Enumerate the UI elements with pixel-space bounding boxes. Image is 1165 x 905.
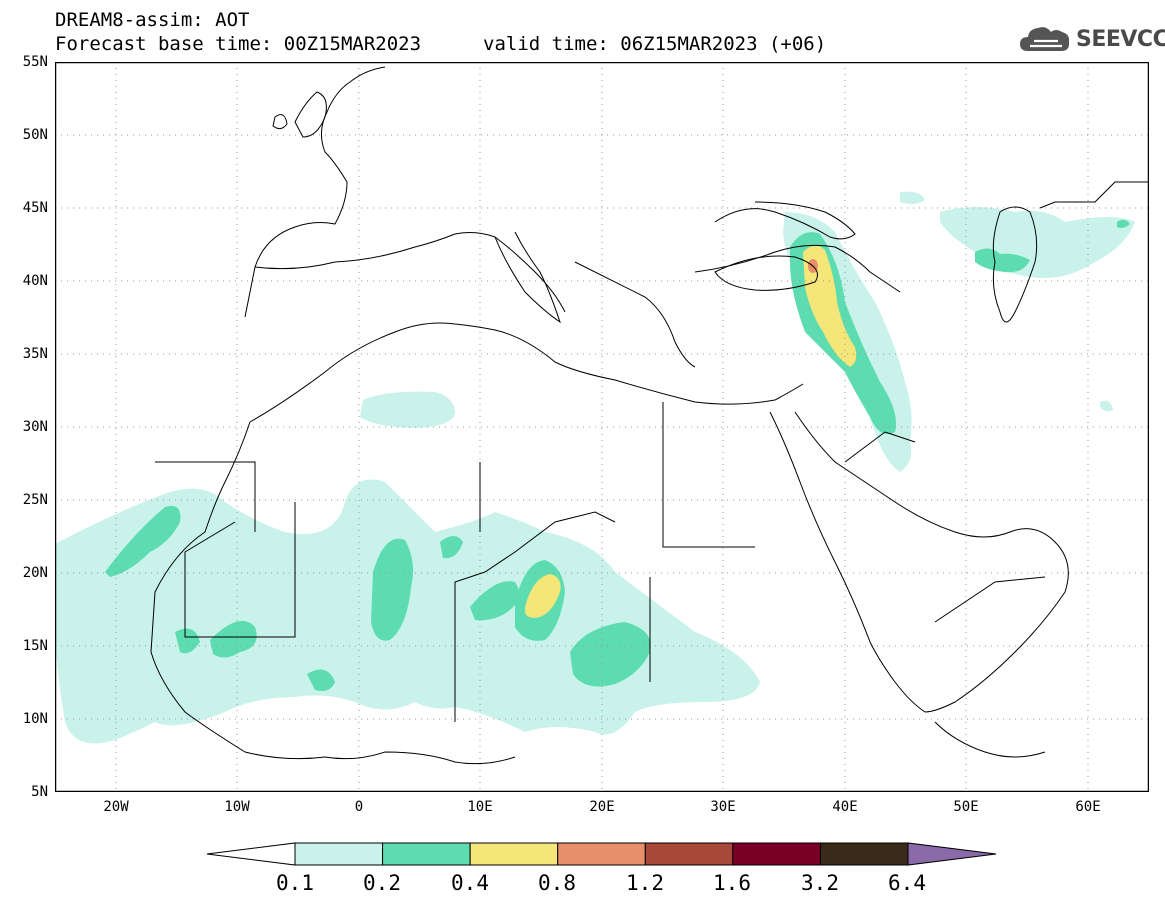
colorbar-low-arrow (206, 842, 296, 866)
colorbar-label: 3.2 (801, 871, 839, 895)
lon-label: 30E (710, 799, 736, 815)
lon-label: 60E (1075, 799, 1101, 815)
colorbar-label: 1.2 (626, 871, 664, 895)
colorbar-label: 0.8 (538, 871, 576, 895)
lon-label: 10W (224, 799, 250, 815)
lon-label: 10E (467, 799, 493, 815)
colorbar (206, 842, 997, 866)
cloud-icon (1020, 27, 1070, 51)
aot-shading (55, 191, 1135, 744)
colorbar-boxes (294, 842, 909, 866)
colorbar-box (819, 842, 909, 866)
map-frame (55, 62, 1149, 792)
lat-label: 55N (22, 54, 48, 70)
colorbar-box (644, 842, 734, 866)
colorbar-box (732, 842, 821, 866)
lon-label: 50E (953, 799, 979, 815)
lat-label: 20N (22, 565, 48, 581)
colorbar-box (469, 842, 559, 866)
colorbar-label: 1.6 (713, 871, 751, 895)
lat-label: 45N (22, 200, 48, 216)
colorbar-box (382, 842, 471, 866)
colorbar-high-arrow (907, 842, 997, 866)
colorbar-box (294, 842, 384, 866)
colorbar-label: 0.2 (363, 871, 401, 895)
colorbar-label: 0.1 (276, 871, 314, 895)
lat-label: 30N (22, 419, 48, 435)
map-panel (55, 62, 1149, 792)
map-title: DREAM8-assim: AOT (55, 9, 250, 31)
valid-time: valid time: 06Z15MAR2023 (+06) (483, 33, 827, 55)
lat-label: 35N (22, 346, 48, 362)
colorbar-label: 0.4 (451, 871, 489, 895)
coastlines (150, 66, 1149, 765)
lat-label: 25N (22, 492, 48, 508)
lat-label: 50N (22, 127, 48, 143)
lon-label: 20W (103, 799, 129, 815)
logo-text: SEEVCCC (1076, 26, 1165, 52)
lat-label: 5N (31, 784, 48, 800)
colorbar-label: 6.4 (888, 871, 926, 895)
lon-label: 20E (589, 799, 615, 815)
lon-label: 40E (832, 799, 858, 815)
lat-label: 15N (22, 638, 48, 654)
lon-label: 0 (354, 799, 364, 815)
lat-label: 40N (22, 273, 48, 289)
gridlines (55, 62, 1149, 792)
forecast-base-time: Forecast base time: 00Z15MAR2023 (55, 33, 422, 55)
seevccc-logo: SEEVCCC (1018, 22, 1165, 56)
colorbar-box (557, 842, 646, 866)
lat-label: 10N (22, 711, 48, 727)
